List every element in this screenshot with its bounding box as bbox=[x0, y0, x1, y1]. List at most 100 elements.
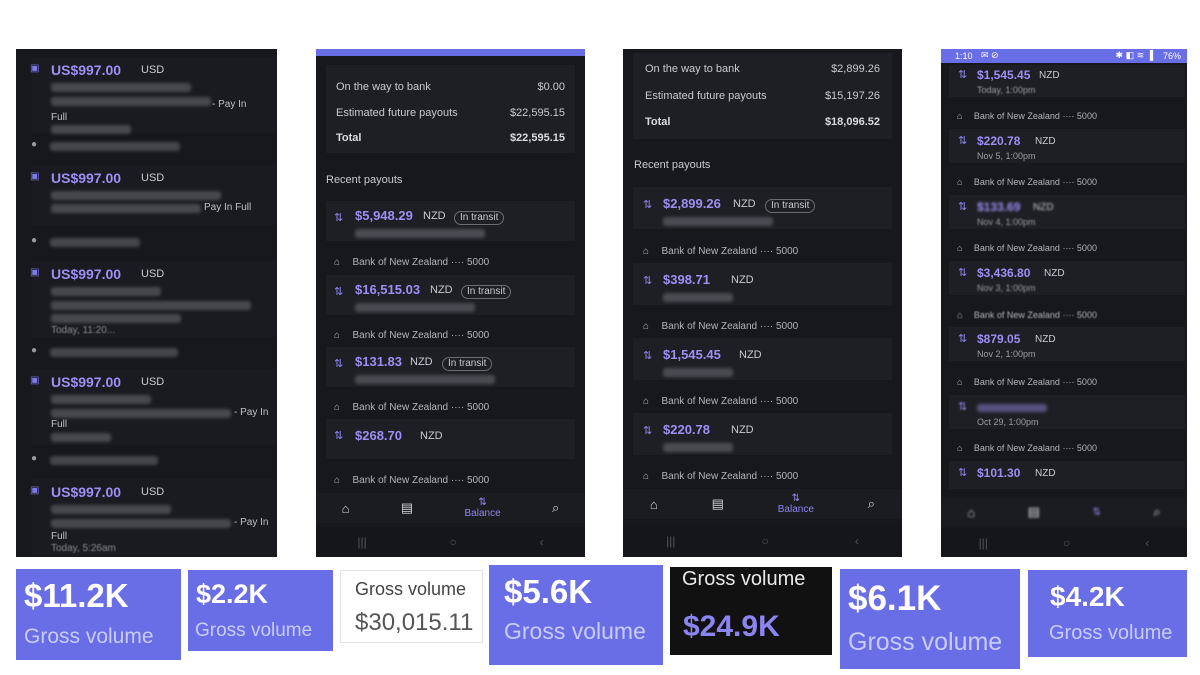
home-button-icon[interactable]: ○ bbox=[761, 534, 769, 548]
payout-row[interactable]: ⇅ Oct 29, 1:00pm bbox=[949, 395, 1185, 429]
transfer-arrows-icon: ⇅ bbox=[334, 358, 344, 370]
payout-row[interactable]: ⇅ $131.83 NZD In transit bbox=[326, 347, 575, 387]
home-icon[interactable]: ⌂ bbox=[341, 500, 350, 516]
summary-value: $15,197.26 bbox=[824, 90, 880, 102]
back-icon[interactable]: ‹ bbox=[539, 535, 544, 549]
kpi-value: $2.2K bbox=[196, 579, 269, 609]
payment-item[interactable]: ▣ US$997.00 USD Today, 11:20... bbox=[30, 261, 277, 337]
transfer-arrows-icon: ⇅ bbox=[643, 425, 653, 437]
payout-amount: $5,948.29 bbox=[355, 208, 413, 223]
transfer-arrows-icon: ⇅ bbox=[643, 275, 653, 287]
payout-date: Oct 29, 1:00pm bbox=[977, 417, 1039, 427]
kpi-tile-gross-volume: $2.2K Gross volume bbox=[188, 570, 333, 651]
home-icon[interactable]: ⌂ bbox=[967, 504, 976, 520]
bank-row: ⌂ Bank of New Zealand ···· 5000 bbox=[334, 252, 489, 270]
payout-row[interactable]: ⇅ $133.69 NZD Nov 4, 1:00pm bbox=[949, 195, 1185, 229]
payment-time: Today, 5:26am bbox=[51, 543, 116, 554]
transfer-arrows-icon: ⇅ bbox=[958, 333, 968, 345]
section-title: Recent payouts bbox=[326, 174, 403, 186]
customer-row[interactable]: ● bbox=[16, 449, 277, 471]
payout-currency: NZD bbox=[1033, 202, 1054, 213]
payments-icon[interactable]: ▤ bbox=[1027, 504, 1040, 519]
summary-value-total: $22,595.15 bbox=[509, 132, 565, 144]
recent-apps-icon[interactable]: ||| bbox=[357, 535, 367, 549]
bank-label: Bank of New Zealand ···· 5000 bbox=[973, 111, 1097, 121]
user-icon: ● bbox=[31, 453, 38, 464]
panel-payouts-phone: 1:10 ✉ ⊘ ✱ ◧ ≋ ▐ 76% ⇅ $1,545.45 NZD Tod… bbox=[941, 49, 1187, 557]
kpi-tile-gross-volume: $4.2K Gross volume bbox=[1028, 570, 1187, 657]
payout-row[interactable]: ⇅ $3,436.80 NZD Nov 3, 1:00pm bbox=[949, 261, 1185, 295]
payout-row[interactable]: ⇅ $220.78 NZD bbox=[633, 413, 892, 455]
search-icon[interactable]: ⌕ bbox=[552, 500, 560, 515]
payout-row[interactable]: ⇅ $101.30 NZD bbox=[949, 461, 1185, 489]
status-icons: ✉ ⊘ bbox=[981, 50, 999, 60]
bank-icon: ⌂ bbox=[334, 330, 341, 341]
tab-balance[interactable]: ⇅ bbox=[1092, 506, 1101, 518]
kpi-tile-gross-volume: $5.6K Gross volume bbox=[489, 565, 663, 665]
payment-desc-tail: - Pay In bbox=[234, 407, 269, 418]
redacted-text bbox=[355, 303, 475, 312]
payment-amount: US$997.00 bbox=[51, 62, 122, 78]
redacted-text bbox=[51, 409, 231, 418]
transfer-arrows-icon: ⇅ bbox=[334, 212, 344, 224]
bank-icon: ⌂ bbox=[643, 246, 650, 257]
payout-row[interactable]: ⇅ $5,948.29 NZD In transit bbox=[326, 201, 575, 241]
bank-row: ⌂ Bank of New Zealand ···· 5000 bbox=[957, 238, 1097, 256]
recent-apps-icon[interactable]: ||| bbox=[666, 534, 676, 548]
search-icon[interactable]: ⌕ bbox=[867, 496, 876, 511]
home-icon[interactable]: ⌂ bbox=[649, 496, 658, 512]
home-button-icon[interactable]: ○ bbox=[449, 535, 457, 549]
kpi-tile-gross-volume-dark: Gross volume $24.9K bbox=[670, 567, 832, 655]
payment-currency: USD bbox=[141, 268, 165, 280]
payout-row[interactable]: ⇅ $398.71 NZD bbox=[633, 263, 892, 305]
summary-label: On the way to bank bbox=[645, 63, 740, 75]
payout-amount: $398.71 bbox=[663, 272, 710, 287]
redacted-text bbox=[50, 456, 158, 465]
customer-row[interactable]: ● bbox=[16, 231, 277, 253]
kpi-label: Gross volume bbox=[682, 568, 806, 590]
payment-item[interactable]: ▣ US$997.00 USD - Pay In Full bbox=[30, 369, 277, 445]
bank-icon: ⌂ bbox=[957, 310, 963, 320]
payment-currency: USD bbox=[141, 486, 165, 498]
card-icon: ▣ bbox=[30, 63, 40, 74]
tab-balance[interactable]: ⇅ Balance bbox=[464, 497, 501, 519]
payout-row[interactable]: ⇅ $879.05 NZD Nov 2, 1:00pm bbox=[949, 327, 1185, 361]
bank-row: ⌂ Bank of New Zealand ···· 5000 bbox=[957, 438, 1097, 456]
back-icon[interactable]: ‹ bbox=[854, 534, 859, 548]
payments-icon[interactable]: ▤ bbox=[711, 496, 724, 511]
status-badge: In transit bbox=[454, 211, 505, 225]
bank-label: Bank of New Zealand ···· 5000 bbox=[973, 377, 1097, 387]
payment-item[interactable]: ▣ US$997.00 USD - Pay In Full Today, 5:2… bbox=[30, 479, 277, 557]
payment-item[interactable]: ▣ US$997.00 USD Pay In Full bbox=[30, 165, 277, 225]
payout-currency: NZD bbox=[423, 210, 446, 222]
payout-row[interactable]: ⇅ $2,899.26 NZD In transit bbox=[633, 187, 892, 229]
payment-item[interactable]: ▣ US$997.00 USD - Pay In Full bbox=[30, 57, 277, 134]
home-button-icon[interactable]: ○ bbox=[1063, 536, 1071, 550]
recent-apps-icon[interactable]: ||| bbox=[978, 536, 988, 550]
payment-desc-tail: - Pay In bbox=[234, 517, 269, 528]
payout-currency: NZD bbox=[731, 424, 754, 436]
payment-currency: USD bbox=[141, 64, 165, 76]
payout-row[interactable]: ⇅ $268.70 NZD bbox=[326, 419, 575, 459]
kpi-label: Gross volume bbox=[195, 620, 313, 641]
search-icon[interactable]: ⌕ bbox=[1153, 504, 1161, 519]
payment-currency: USD bbox=[141, 376, 165, 388]
payout-row[interactable]: ⇅ $1,545.45 NZD bbox=[633, 338, 892, 380]
kpi-label: Gross volume bbox=[504, 618, 646, 644]
payments-icon[interactable]: ▤ bbox=[400, 500, 414, 515]
redacted-amount bbox=[977, 404, 1047, 412]
payout-row[interactable]: ⇅ $220.78 NZD Nov 5, 1:00pm bbox=[949, 129, 1185, 163]
payout-date: Nov 3, 1:00pm bbox=[977, 283, 1036, 293]
payout-amount: $2,899.26 bbox=[663, 196, 721, 211]
payout-row[interactable]: ⇅ $1,545.45 NZD Today, 1:00pm bbox=[949, 65, 1185, 97]
bank-label: Bank of New Zealand ···· 5000 bbox=[973, 177, 1097, 187]
redacted-text bbox=[663, 293, 733, 302]
card-icon: ▣ bbox=[30, 171, 40, 182]
back-icon[interactable]: ‹ bbox=[1145, 536, 1150, 550]
payout-row[interactable]: ⇅ $16,515.03 NZD In transit bbox=[326, 275, 575, 315]
customer-row[interactable]: ● bbox=[16, 135, 277, 157]
payout-date: Nov 4, 1:00pm bbox=[977, 217, 1036, 227]
tab-balance[interactable]: ⇅ Balance bbox=[777, 493, 814, 515]
customer-row[interactable]: ● bbox=[16, 341, 277, 363]
bank-icon: ⌂ bbox=[957, 243, 963, 253]
